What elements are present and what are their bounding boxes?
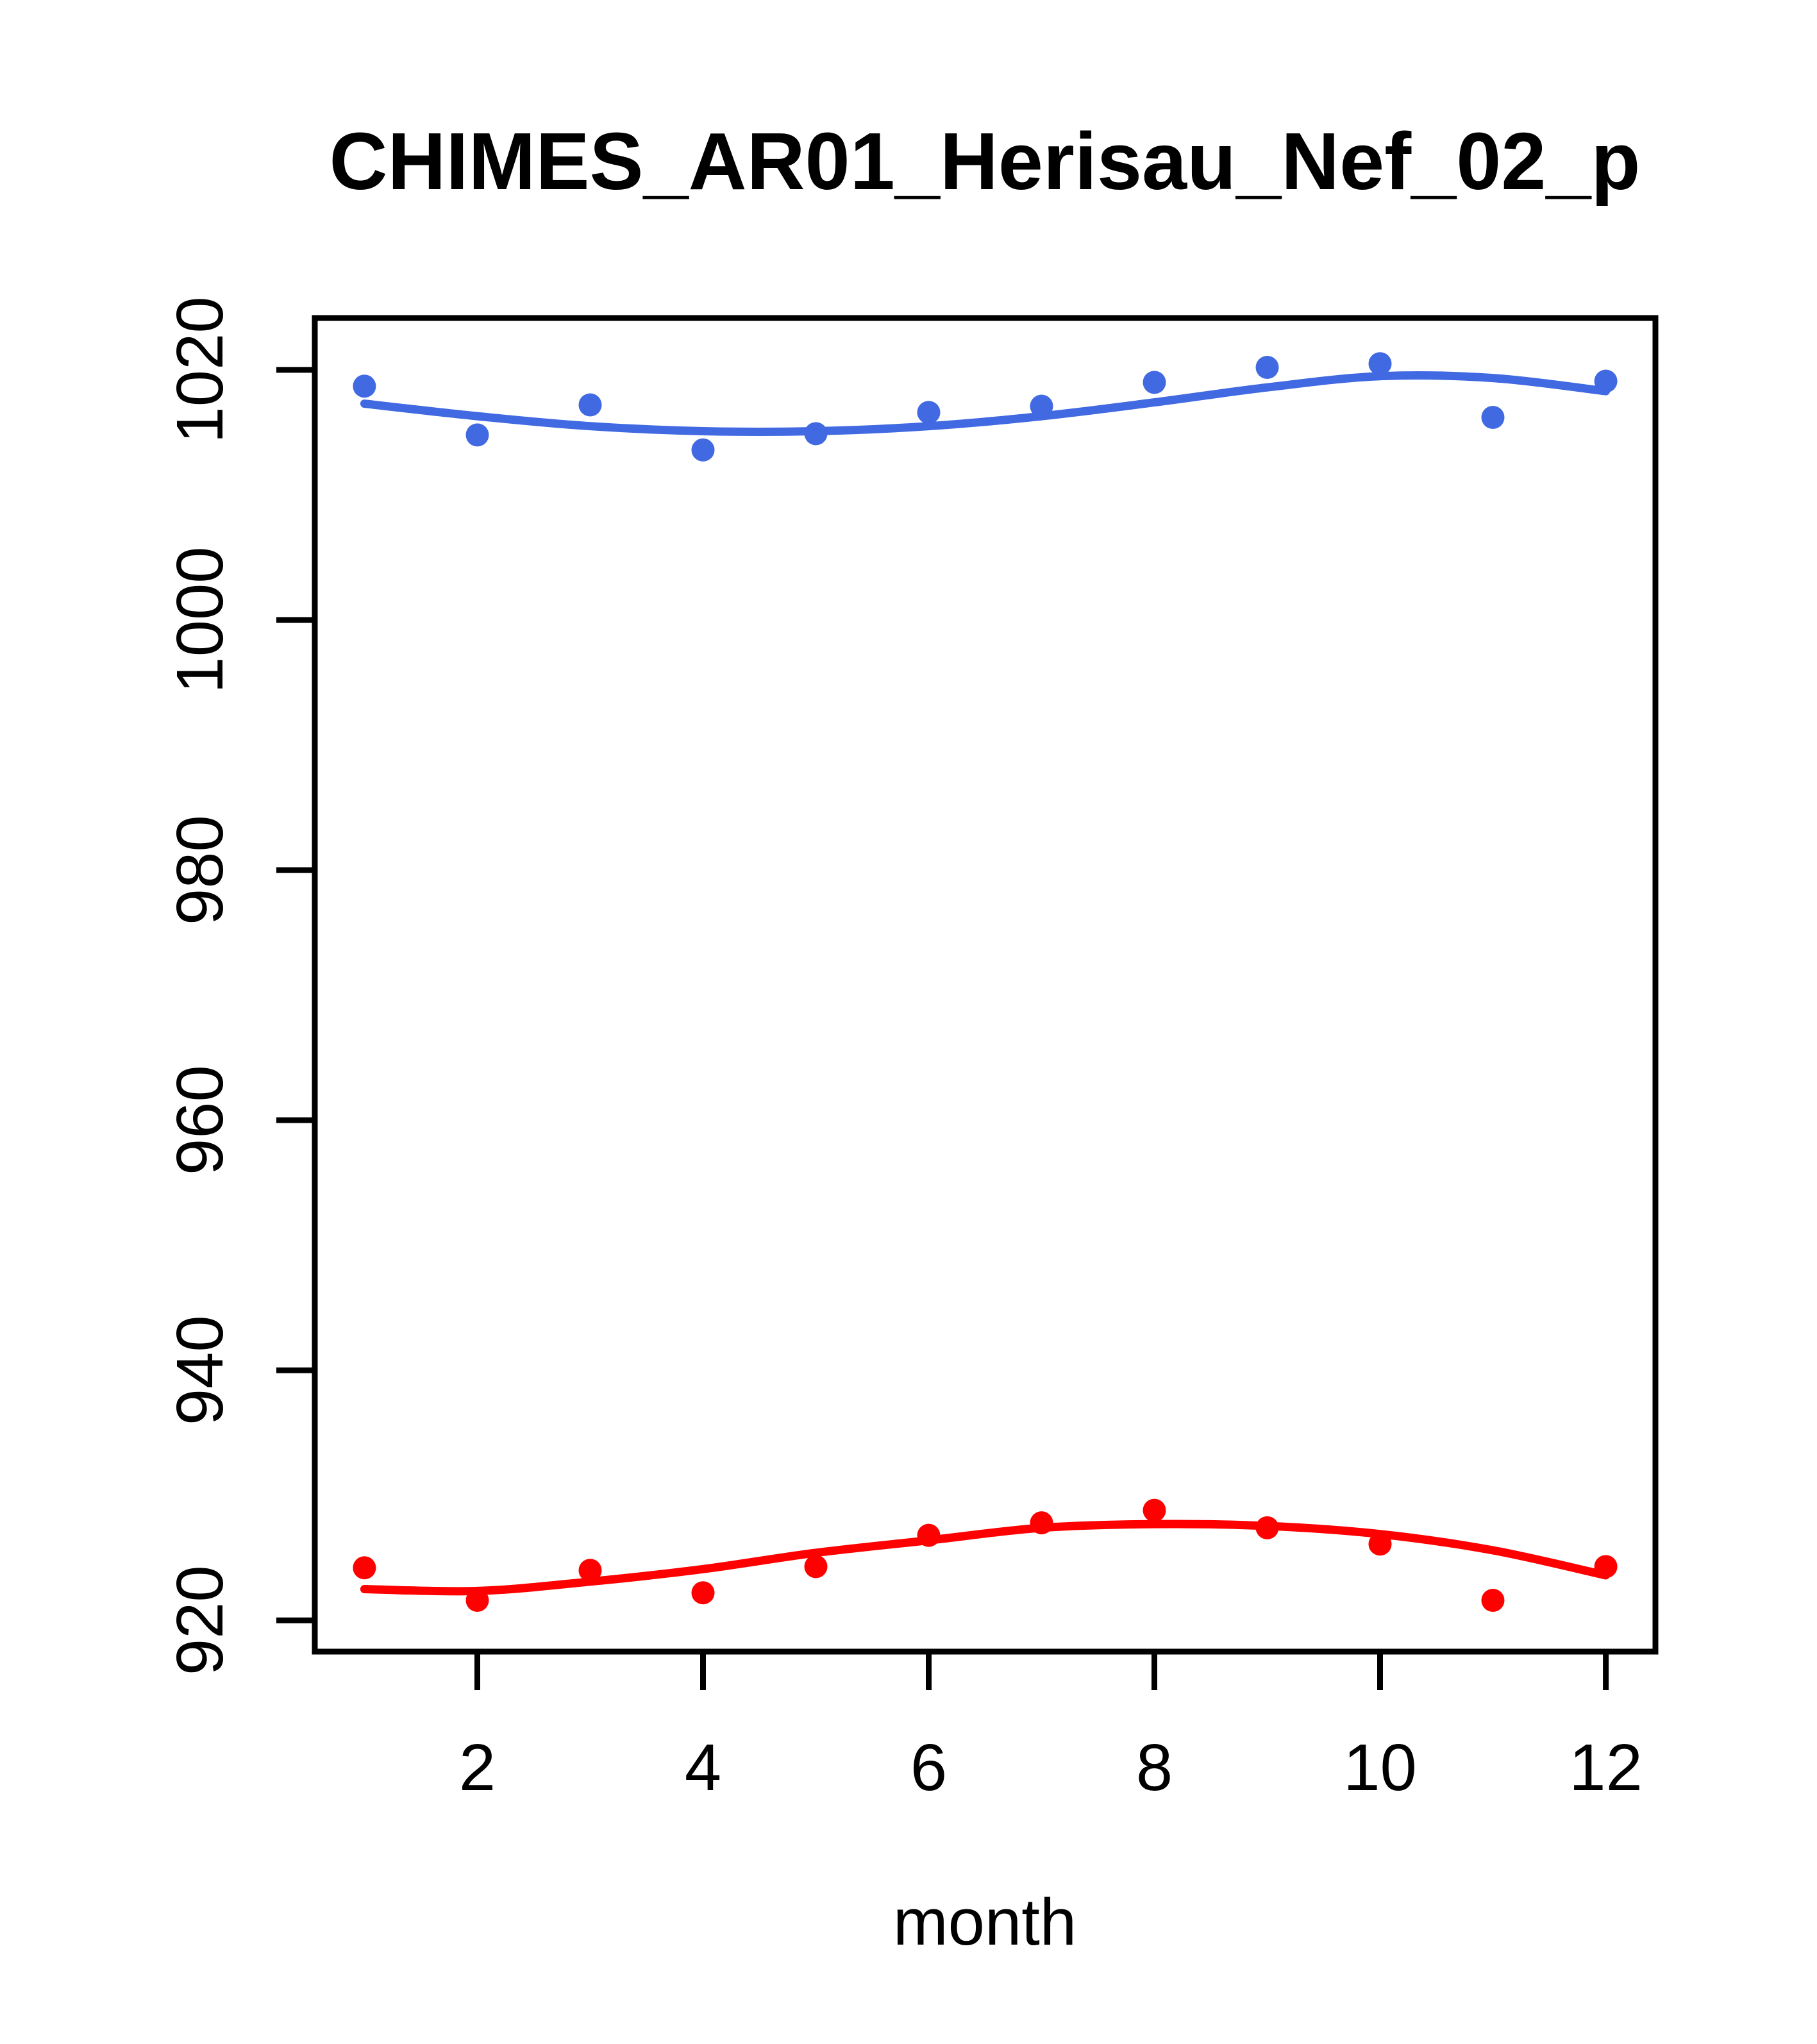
series-red-point: [1481, 1589, 1505, 1612]
series-blue: [353, 352, 1618, 462]
series-red-point: [1368, 1532, 1392, 1556]
series-blue-point: [1368, 352, 1392, 376]
series-red-smooth-line: [360, 1520, 1611, 1596]
x-tick-label: 12: [1569, 1730, 1643, 1804]
y-tick-label: 940: [163, 1315, 237, 1425]
y-axis: 920 940 960 980 1000 1020: [163, 296, 315, 1675]
series-red-point: [691, 1581, 715, 1605]
series-red-point: [1030, 1511, 1053, 1535]
series-blue-point: [1481, 406, 1505, 429]
series-blue-point: [1143, 371, 1166, 394]
series-blue-point: [917, 401, 941, 424]
y-tick-label: 1000: [163, 546, 237, 693]
series-blue-point: [578, 393, 602, 417]
series-blue-point: [353, 374, 376, 398]
y-tick-label: 960: [163, 1065, 237, 1175]
series-blue-point: [1255, 356, 1279, 379]
x-tick-label: 8: [1136, 1730, 1173, 1804]
series-red-point: [465, 1589, 489, 1612]
y-tick-label: 1020: [163, 296, 237, 443]
x-axis-label: month: [893, 1885, 1076, 1959]
series-blue-point: [691, 438, 715, 462]
series-red: [353, 1498, 1618, 1612]
x-tick-label: 2: [459, 1730, 496, 1804]
series-red-point: [1594, 1555, 1618, 1579]
series-blue-smooth-line: [360, 371, 1611, 436]
x-tick-label: 6: [910, 1730, 947, 1804]
series-red-point: [1143, 1498, 1166, 1522]
series-blue-point: [1030, 394, 1053, 418]
chart-title: CHIMES_AR01_Herisau_Nef_02_p: [330, 116, 1641, 206]
series-red-point: [353, 1556, 376, 1580]
series-red-point: [917, 1523, 941, 1547]
series-red-point: [804, 1555, 828, 1579]
x-axis: 2 4 6 8 10 12: [459, 1652, 1643, 1804]
plot-box: [312, 315, 1659, 1655]
series-layer: [353, 352, 1618, 1612]
series-red-point: [1255, 1516, 1279, 1539]
series-blue-point: [465, 423, 489, 447]
series-blue-point: [804, 422, 828, 446]
x-tick-label: 4: [685, 1730, 721, 1804]
series-red-point: [578, 1559, 602, 1582]
y-tick-label: 980: [163, 815, 237, 925]
y-tick-label: 920: [163, 1565, 237, 1675]
x-tick-label: 10: [1343, 1730, 1417, 1804]
series-blue-point: [1594, 369, 1618, 393]
